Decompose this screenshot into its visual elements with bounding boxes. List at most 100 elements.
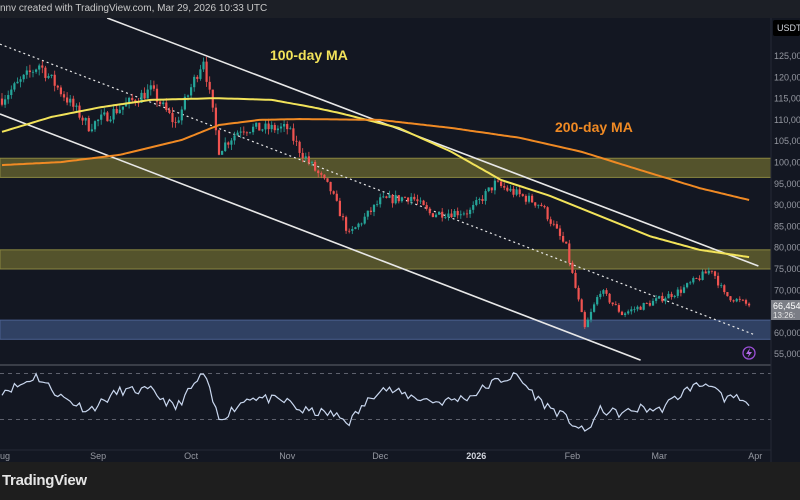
candle <box>676 287 679 299</box>
candle <box>441 208 444 222</box>
candle <box>363 213 366 225</box>
time-tick-label: Nov <box>279 451 296 461</box>
candle <box>589 308 593 323</box>
candle-body <box>230 140 233 145</box>
candle <box>152 80 155 92</box>
candle-body <box>196 76 199 79</box>
candle-body <box>391 195 394 204</box>
candle-body <box>447 213 450 218</box>
candle-body <box>47 75 50 78</box>
candle <box>614 301 617 306</box>
candle <box>103 108 106 117</box>
candle-body <box>217 130 221 155</box>
candle-body <box>186 95 190 97</box>
candle-body <box>214 107 217 131</box>
price-tick-label: 100,000 <box>774 158 800 168</box>
candle-body <box>487 187 490 192</box>
candle <box>633 306 636 313</box>
candle-body <box>376 204 379 206</box>
candle-body <box>453 210 456 218</box>
candle-body <box>661 295 664 302</box>
candle <box>376 200 379 207</box>
tradingview-logo: TradingView <box>2 472 87 489</box>
candle <box>673 294 676 299</box>
candle-body <box>292 128 295 141</box>
candle <box>329 181 332 195</box>
candle-body <box>118 109 121 114</box>
candle-body <box>131 97 134 101</box>
candle <box>658 295 661 299</box>
candle <box>345 215 348 234</box>
candle-body <box>543 206 546 208</box>
candle <box>524 194 527 205</box>
candle-body <box>695 278 698 279</box>
candle <box>512 185 515 198</box>
lightning-icon[interactable] <box>742 346 756 360</box>
candle <box>527 192 531 204</box>
candle-body <box>317 170 320 174</box>
candle <box>568 239 571 267</box>
candle-body <box>741 299 744 301</box>
candle-body <box>620 311 624 315</box>
candle <box>292 123 295 145</box>
candle <box>53 70 56 92</box>
candle-body <box>651 300 655 306</box>
candle <box>481 195 484 205</box>
candle <box>286 121 289 135</box>
time-tick-label: Aug <box>0 451 10 461</box>
candle <box>410 193 413 205</box>
candle-body <box>245 132 248 134</box>
caption-text: nnv created with TradingView.com, Mar 29… <box>0 3 268 14</box>
candle <box>723 284 726 295</box>
candle <box>630 306 633 315</box>
candle-body <box>658 295 661 299</box>
candle-body <box>605 290 608 294</box>
candle-body <box>469 209 472 214</box>
candle-body <box>183 96 186 110</box>
candle-body <box>177 120 180 123</box>
candle <box>279 123 283 133</box>
candle <box>686 282 689 289</box>
candle-body <box>53 74 56 86</box>
candle <box>400 196 403 203</box>
candle <box>273 122 276 133</box>
candle <box>484 188 487 205</box>
candle <box>627 309 630 315</box>
bar-countdown: 13:26: <box>773 311 795 320</box>
candle-body <box>537 204 540 206</box>
candle-body <box>450 213 453 218</box>
candle <box>47 73 50 80</box>
candle <box>69 94 72 107</box>
candle-body <box>208 81 211 90</box>
channel-lower-trendline[interactable] <box>0 113 641 361</box>
candle-body <box>438 211 441 215</box>
candle-body <box>248 132 252 134</box>
candle-body <box>614 304 617 306</box>
candle-body <box>19 79 22 82</box>
channel-upper-trendline[interactable] <box>106 18 759 267</box>
candle <box>636 305 639 312</box>
candle <box>540 202 543 207</box>
price-axis[interactable] <box>771 18 800 462</box>
candle <box>577 285 580 302</box>
candle-body <box>413 196 416 200</box>
candle-body <box>335 193 338 201</box>
candle <box>22 74 25 83</box>
time-tick-label: Feb <box>565 451 581 461</box>
candle <box>360 222 363 227</box>
price-chart[interactable]: 100-day MA 200-day MA 60.0040.0020.00 US… <box>0 18 800 462</box>
candle <box>131 93 134 102</box>
candle-body <box>549 219 552 224</box>
candle-body <box>490 187 493 191</box>
candle-body <box>227 142 230 145</box>
candle-body <box>565 241 568 244</box>
candle <box>624 312 627 318</box>
candle-body <box>4 99 7 105</box>
candle-body <box>701 271 704 280</box>
price-tick-label: 120,000 <box>774 72 800 82</box>
candle <box>713 270 717 280</box>
candle <box>596 295 599 306</box>
candle <box>465 209 469 218</box>
candle <box>574 269 577 289</box>
candle <box>667 291 670 299</box>
